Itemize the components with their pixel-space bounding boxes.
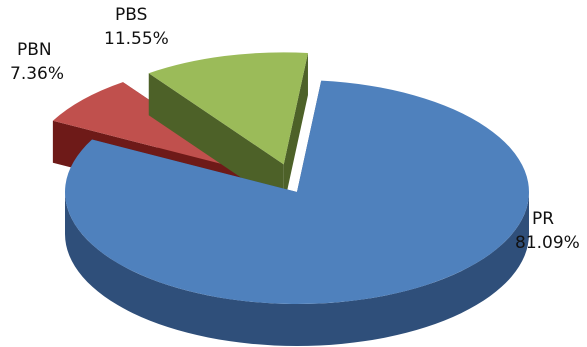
slice-pbs-wall-0 — [148, 73, 284, 207]
slice-pbs-wall-1 — [283, 52, 308, 207]
slice-pr — [64, 80, 530, 346]
slice-pr-rim-0 — [65, 192, 529, 346]
slice-pbs — [148, 52, 308, 207]
slice-label-pbn-name: PBN — [17, 40, 52, 60]
slice-label-pr-name: PR — [532, 209, 554, 229]
slice-pbs-top — [148, 52, 308, 165]
pie-slices — [52, 52, 530, 346]
slice-label-pbs-name: PBS — [115, 5, 147, 25]
slice-label-pr-value: 81.09% — [515, 233, 580, 253]
slice-label-pbn-value: 7.36% — [10, 64, 64, 84]
slice-label-pbs-value: 11.55% — [104, 29, 169, 49]
slice-pr-top — [64, 80, 530, 304]
